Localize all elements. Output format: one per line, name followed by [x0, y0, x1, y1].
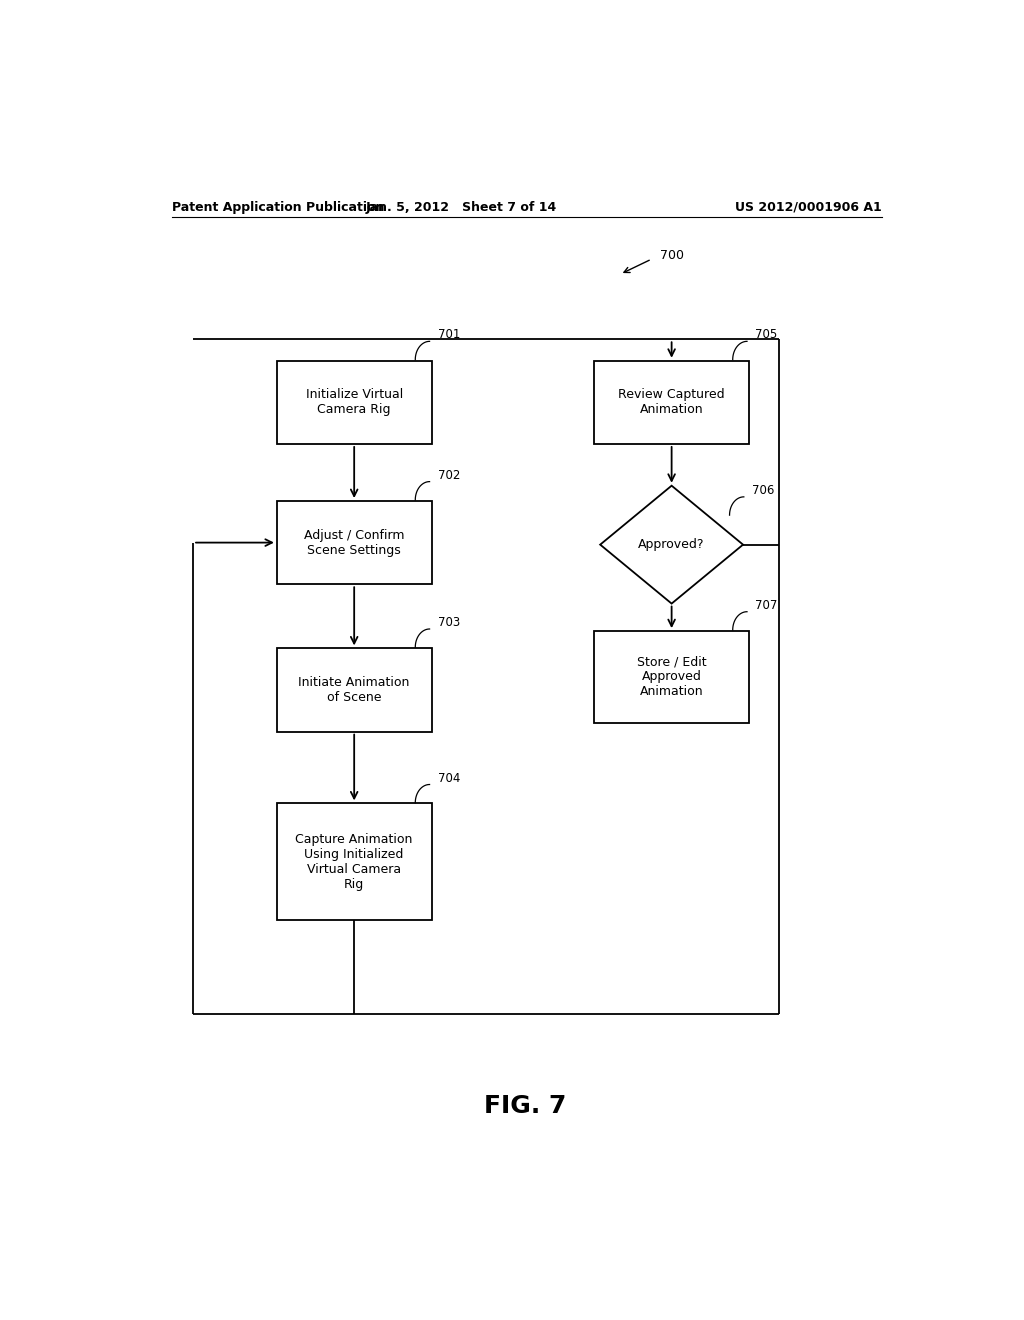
Bar — [276, 500, 431, 585]
Text: US 2012/0001906 A1: US 2012/0001906 A1 — [735, 201, 882, 214]
Text: Adjust / Confirm
Scene Settings: Adjust / Confirm Scene Settings — [304, 528, 404, 557]
Text: 704: 704 — [437, 771, 460, 784]
Text: 707: 707 — [755, 599, 777, 611]
Text: Initiate Animation
of Scene: Initiate Animation of Scene — [298, 676, 410, 704]
Text: Approved?: Approved? — [638, 539, 705, 552]
Text: 701: 701 — [437, 329, 460, 342]
Bar — [594, 631, 749, 722]
Text: Initialize Virtual
Camera Rig: Initialize Virtual Camera Rig — [305, 388, 402, 416]
Bar — [594, 360, 749, 444]
Text: Capture Animation
Using Initialized
Virtual Camera
Rig: Capture Animation Using Initialized Virt… — [296, 833, 413, 891]
Text: Store / Edit
Approved
Animation: Store / Edit Approved Animation — [637, 655, 707, 698]
Text: FIG. 7: FIG. 7 — [483, 1094, 566, 1118]
Text: Patent Application Publication: Patent Application Publication — [172, 201, 384, 214]
Text: 706: 706 — [752, 484, 774, 496]
Bar — [276, 360, 431, 444]
Text: 705: 705 — [755, 329, 777, 342]
Text: Jan. 5, 2012   Sheet 7 of 14: Jan. 5, 2012 Sheet 7 of 14 — [366, 201, 557, 214]
Text: Review Captured
Animation: Review Captured Animation — [618, 388, 725, 416]
Text: 700: 700 — [659, 249, 684, 263]
Text: 703: 703 — [437, 616, 460, 630]
Text: 702: 702 — [437, 469, 460, 482]
Bar — [276, 804, 431, 920]
Polygon shape — [600, 486, 743, 603]
Bar — [276, 648, 431, 731]
